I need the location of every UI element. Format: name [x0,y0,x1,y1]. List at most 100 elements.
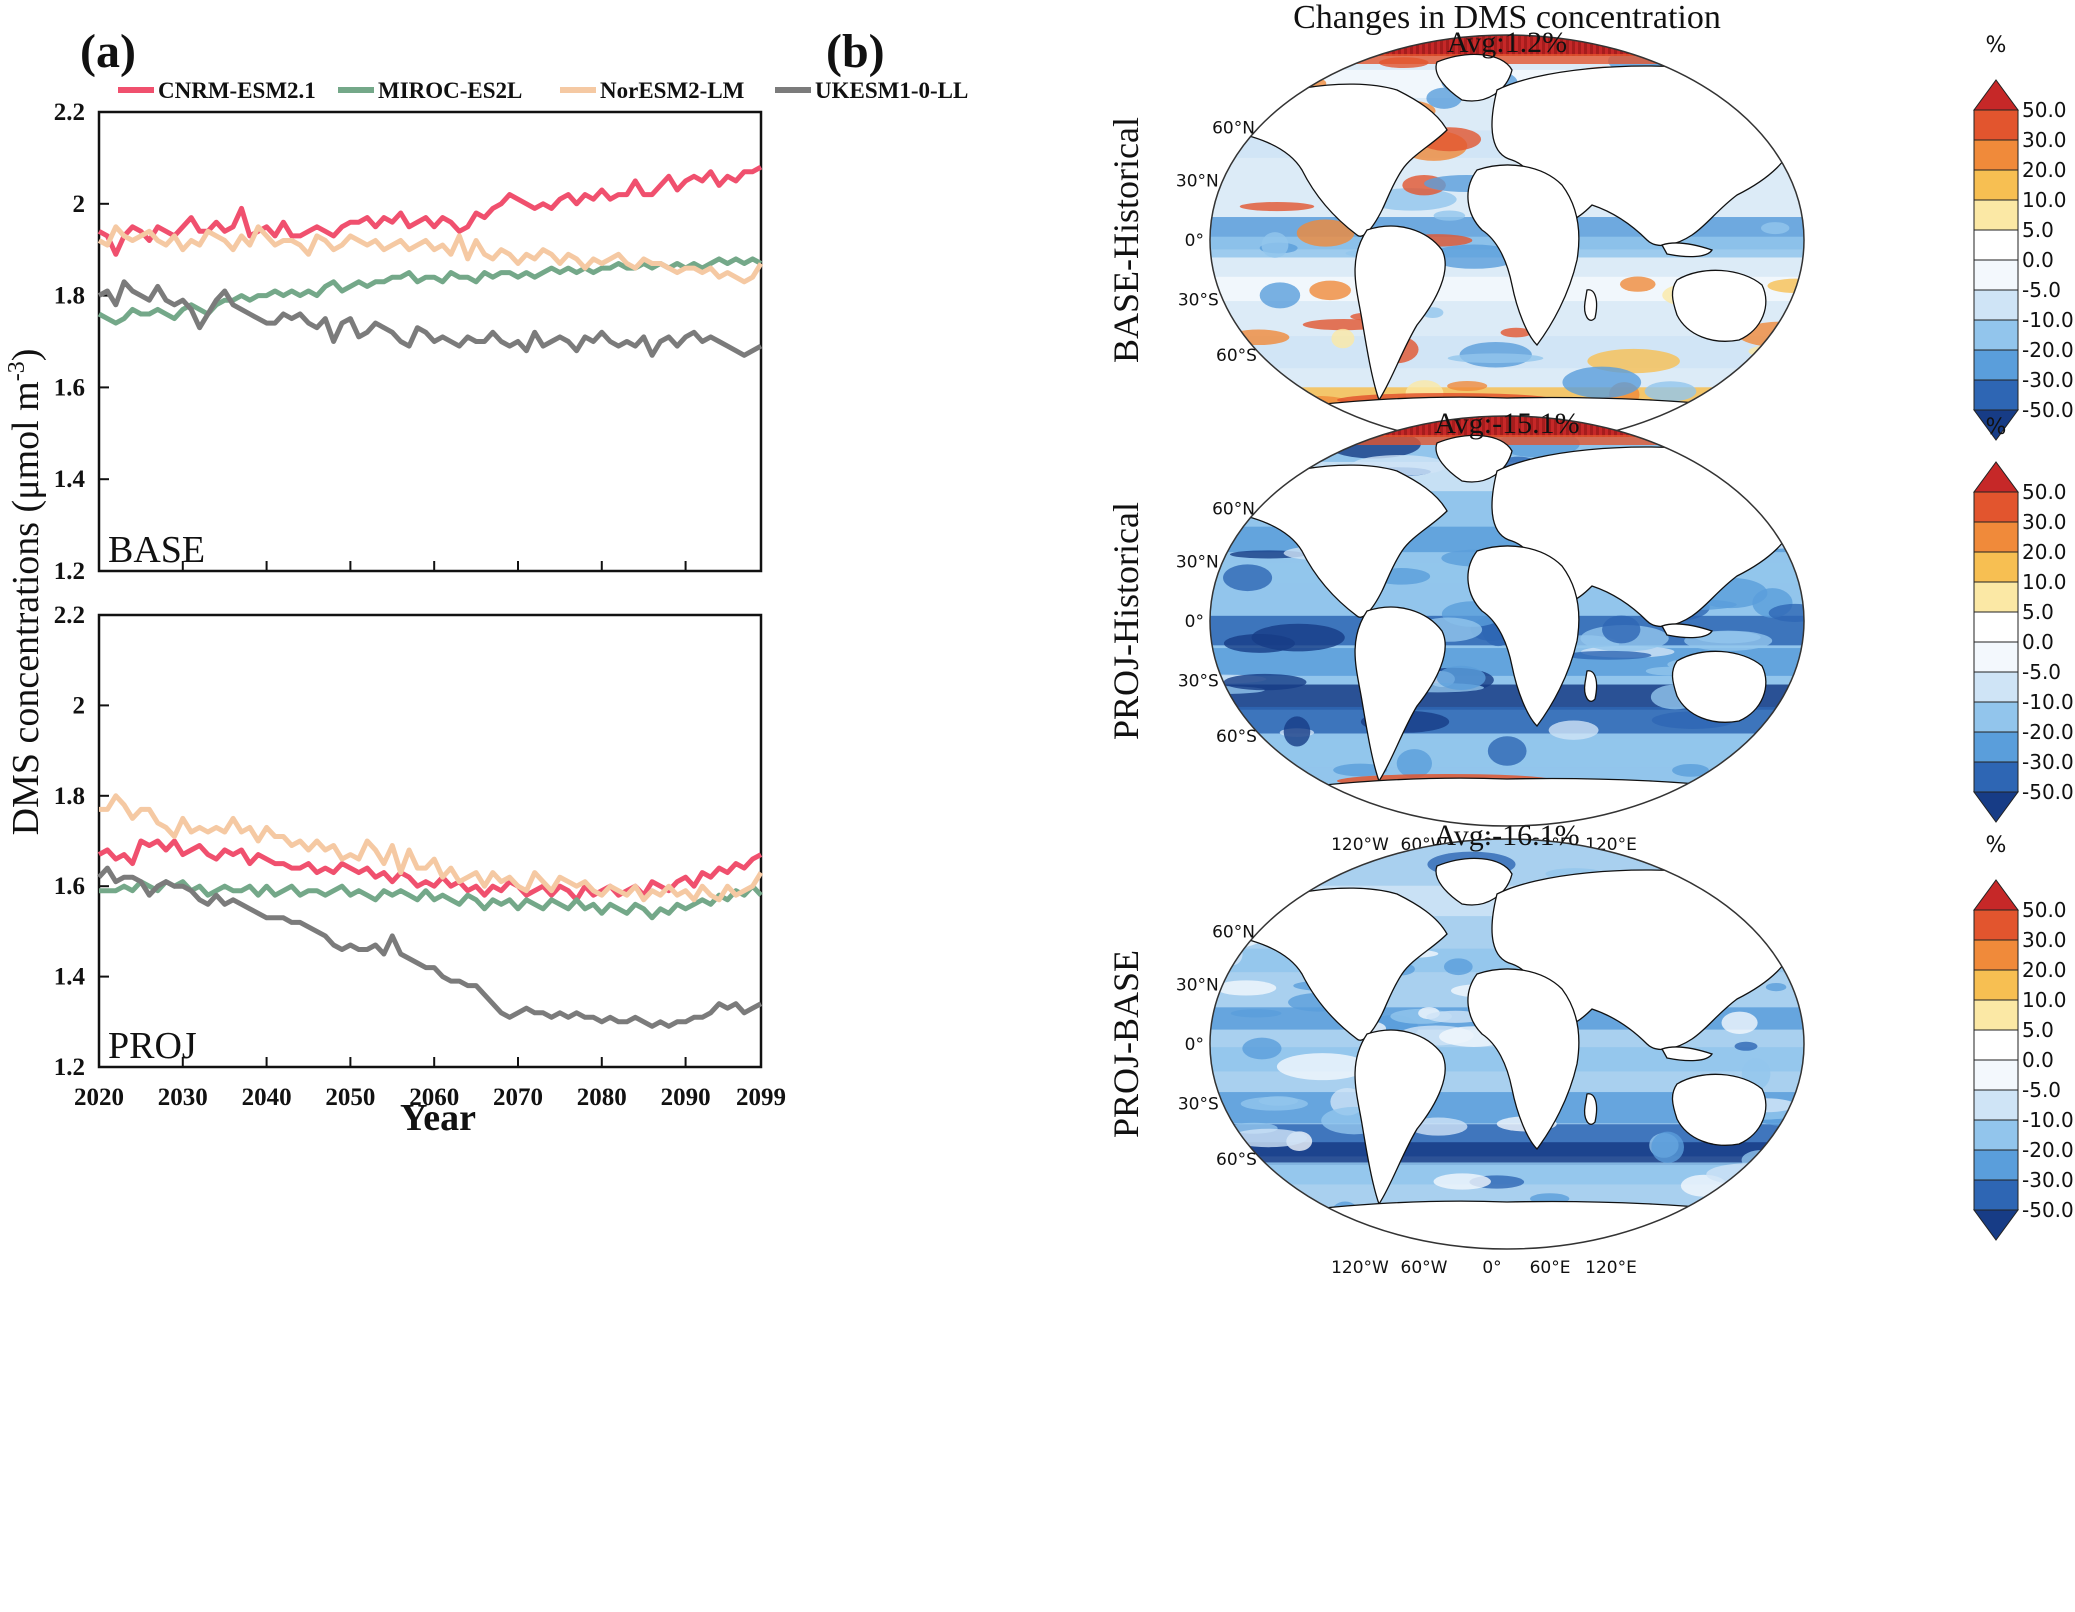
colorbar-cap-bottom [1973,1209,2019,1241]
colorbar-segment [1973,611,2019,643]
value-patch [1765,982,1787,992]
value-patch [1741,1149,1785,1171]
map-field [1210,839,1804,1249]
x-tick-label: 2040 [242,1084,292,1111]
value-patch [1644,381,1697,402]
colorbar-cap-bottom [1973,791,2019,823]
colorbar-label: 30.0 [2022,510,2067,534]
x-tick-label: 2050 [325,1084,375,1111]
continent-outline [1583,670,1598,702]
value-patch [1242,1037,1282,1060]
colorbar-label: 50.0 [2022,480,2067,504]
colorbar-label: -5.0 [2022,1078,2061,1102]
colorbar-cap-top [1973,461,2019,493]
colorbar-segment [1973,701,2019,733]
colorbar-unit: % [1986,833,2007,858]
value-patch [1748,344,1804,359]
x-tick-label: 2099 [736,1084,786,1111]
map-border [1209,415,1805,827]
map-panels: 60°N 30°N 0° 30°S 60°S Avg:1.2% BASE-Historica… [1106,26,2074,1278]
colorbar-segment [1973,259,2019,291]
x-tick-label: 2060 [409,1084,459,1111]
continent-outline [1210,1200,1804,1249]
lon-label: 60°E [1530,1258,1571,1278]
lat-label: 60°N [1212,499,1255,519]
colorbar-label: 30.0 [2022,128,2067,152]
value-patch [1648,1219,1740,1229]
colorbar-label: -20.0 [2022,720,2074,744]
colorbar-label: -50.0 [2022,1198,2074,1222]
value-patch [1433,1173,1491,1190]
colorbar-cap-top [1973,79,2019,111]
lon-label: 120°W [1331,835,1389,855]
colorbar-segment [1973,139,2019,171]
value-patch [1749,370,1804,396]
map-border [1209,838,1805,1250]
lat-label: 30°N [1176,553,1219,573]
lat-label: 30°S [1178,1094,1219,1114]
value-patch [1210,455,1269,487]
value-band [1210,1162,1804,1185]
panel-a: (a) CNRM-ESM2.1 MIROC-ES2L NorESM2-LM UKESM… [4,25,968,1139]
colorbar-segment [1973,1059,2019,1091]
colorbar-label: 0.0 [2022,630,2054,654]
map-proj: 60°N30°N0°30°S60°S120°W60°W0°60°E120°EAv… [1106,407,2074,855]
map-diff: 60°N 30°N 0° 30°S 60°S 120°W 60°W 0° 60°E 120°E Av… [1106,819,2074,1278]
colorbar-cap-top [1973,879,2019,911]
value-patch [1420,747,1510,763]
colorbar-label: 0.0 [2022,248,2054,272]
value-patch [1436,665,1486,690]
value-patch [1767,278,1804,294]
colorbar-segment [1973,641,2019,673]
value-patch [1562,366,1642,399]
value-patch [1721,1011,1758,1034]
value-patch [1433,210,1466,221]
value-patch [1237,362,1261,387]
value-patch [1500,327,1532,338]
value-patch [1487,736,1527,766]
colorbar-label: 20.0 [2022,958,2067,982]
lat-label: 0° [1185,231,1204,251]
colorbar-segment [1973,229,2019,261]
y-axis-label-sup: -3 [4,361,30,381]
value-patch [1251,59,1287,81]
value-patch [1409,1117,1468,1136]
value-patch [1210,788,1259,798]
legend-label: MIROC-ES2L [378,78,522,103]
y-axis-label-main: DMS concentrations (μmol m [5,381,47,835]
colorbar-label: -30.0 [2022,750,2074,774]
colorbar-segment [1973,999,2019,1031]
value-patch [1696,631,1761,644]
colorbar-segment [1973,1089,2019,1121]
x-tick-label: 2020 [74,1084,124,1111]
colorbar-segment [1973,731,2019,763]
value-patch [1447,381,1488,391]
lat-label: 60°N [1212,118,1255,138]
y-tick-label: 1.4 [54,964,86,991]
colorbar-segment [1973,551,2019,583]
lat-label: 60°S [1216,346,1257,366]
colorbar-segment [1973,379,2019,411]
value-patch [1333,763,1388,777]
colorbar-unit: % [1986,415,2007,440]
series-line-miroc-es2l [97,256,763,326]
value-patch [1215,980,1277,996]
colorbar-segment [1973,969,2019,1001]
colorbar-label: 5.0 [2022,1018,2054,1042]
y-tick-label: 2.2 [54,602,85,629]
colorbar-segment [1973,671,2019,703]
plot-frame-base [97,110,763,573]
colorbar-segment [1973,1029,2019,1061]
legend-label: CNRM-ESM2.1 [158,78,316,103]
value-patch [1768,603,1804,622]
colorbar-segment [1973,581,2019,613]
value-patch [1283,716,1311,747]
continent-outline [1467,545,1580,727]
value-patch [1696,1200,1748,1232]
colorbar-segment [1973,349,2019,381]
value-patch [1447,353,1544,364]
colorbar-label: -30.0 [2022,1168,2074,1192]
colorbar-label: -20.0 [2022,1138,2074,1162]
colorbar-segment [1973,319,2019,351]
